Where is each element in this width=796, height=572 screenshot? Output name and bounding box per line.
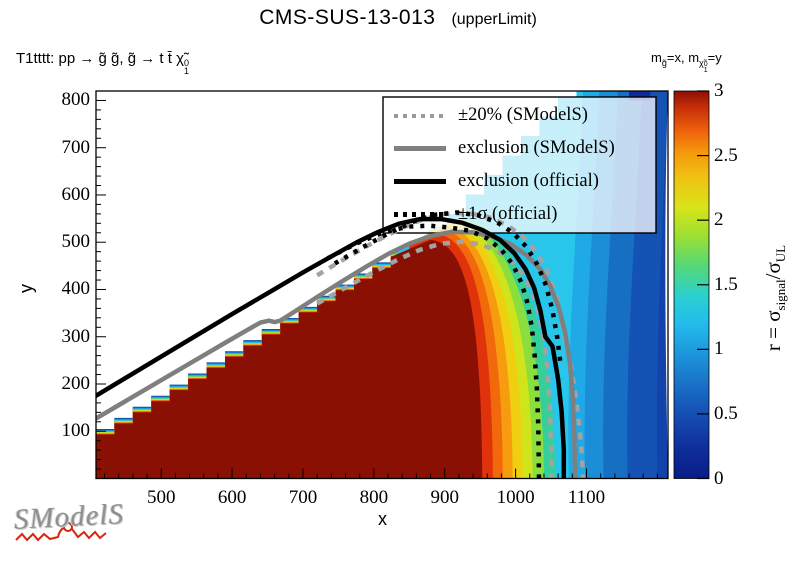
x-tick-label-700: 700 xyxy=(288,486,318,508)
mass-chi-sup: 0 xyxy=(703,61,708,68)
mass-m1: m xyxy=(651,50,662,65)
title-bar: CMS-SUS-13-013 (upperLimit) xyxy=(259,6,537,30)
mass-m2: m xyxy=(688,50,700,65)
colorbar-tick-label-0: 0 xyxy=(714,467,724,489)
colorbar-tick-label-3: 3 xyxy=(714,80,724,101)
curve-exclusion-official xyxy=(96,216,567,479)
page-subtitle: (upperLimit) xyxy=(451,11,537,28)
x-tick-label-600: 600 xyxy=(217,486,247,508)
y-tick-label-500: 500 xyxy=(61,231,91,253)
colorbar-tick-label-1.5: 1.5 xyxy=(714,273,738,295)
legend-label: exclusion (SModelS) xyxy=(458,138,615,158)
y-tick-label-600: 600 xyxy=(61,183,91,205)
legend-item-pm20: ±20% (SModelS) xyxy=(383,105,656,126)
y-tick-label-100: 100 xyxy=(61,420,91,442)
plot-frame xyxy=(95,90,669,480)
cb-sigma1: σ xyxy=(760,310,785,322)
black-solid-line-sample xyxy=(394,179,446,184)
colorbar-title: r = σsignal/σUL xyxy=(761,245,789,351)
page-title: CMS-SUS-13-013 xyxy=(259,6,436,29)
neutralino-sub: 1 xyxy=(183,66,189,76)
mass-chi-sub: 1 xyxy=(703,67,708,74)
x-tick-label-1100: 1100 xyxy=(567,486,606,508)
mass-eq1: =x, xyxy=(666,50,689,65)
arrow-glyph: → xyxy=(79,50,95,67)
arrow-glyph: → xyxy=(140,50,156,67)
process-prefix: T1tttt: pp xyxy=(16,50,80,67)
colorbar-tick-label-1: 1 xyxy=(714,338,724,360)
process-tops: t t̄ xyxy=(155,50,177,67)
curve-exclusion-smodels xyxy=(96,229,578,479)
legend-label: ±1σ (official) xyxy=(458,204,558,224)
y-tick-label-300: 300 xyxy=(61,325,91,347)
neutralino-sup: 0 xyxy=(183,58,189,68)
mass-eq2: =y xyxy=(707,50,722,65)
curve-pm20-low-smodels xyxy=(316,239,555,479)
watermark-squiggle xyxy=(15,522,107,542)
neutralino-symbol: χ̃ xyxy=(176,50,184,67)
legend-item-exclusion-official: exclusion (official) xyxy=(383,171,656,192)
axis-ticks xyxy=(96,90,658,479)
process-gluinos: g̃ g̃, g̃ xyxy=(94,50,141,67)
legend-backdrop xyxy=(382,96,657,234)
navy-cell xyxy=(629,91,651,101)
y-tick-label-200: 200 xyxy=(61,372,91,394)
cb-sub-signal: signal xyxy=(773,279,789,311)
gray-solid-line-sample xyxy=(394,146,446,151)
y-tick-label-400: 400 xyxy=(61,278,91,300)
smodels-watermark: SModelS xyxy=(13,498,125,536)
gray-dotted-line-sample xyxy=(394,113,446,118)
colorbar-tick-label-0.5: 0.5 xyxy=(714,402,738,424)
curve-pm1sigma-low-official xyxy=(326,223,542,479)
x-tick-label-1000: 1000 xyxy=(496,486,535,508)
x-tick-label-800: 800 xyxy=(359,486,389,508)
x-tick-label-500: 500 xyxy=(146,486,176,508)
cb-slash: / xyxy=(760,273,785,280)
cb-sigma2: σ xyxy=(760,262,785,274)
x-axis-title: x xyxy=(378,509,387,529)
cb-sub-ul: UL xyxy=(773,244,789,263)
legend-item-pm1sigma: ±1σ (official) xyxy=(383,204,656,225)
mass-chi: χ̃ xyxy=(699,58,704,68)
black-dotted-line-sample xyxy=(394,212,446,217)
y-tick-label-800: 800 xyxy=(61,89,91,111)
heat-band-r3 xyxy=(96,239,483,479)
mass-m1-sub: g̃ xyxy=(661,58,667,68)
legend-item-exclusion-smodels: exclusion (SModelS) xyxy=(383,138,656,159)
contour-curves xyxy=(96,210,586,479)
y-axis-title: y xyxy=(16,284,36,293)
legend-box: ±20% (SModelS) exclusion (SModelS) exclu… xyxy=(383,97,656,233)
colorbar-tick-label-2: 2 xyxy=(714,209,724,231)
cb-r: r = xyxy=(760,321,785,352)
x-tick-label-900: 900 xyxy=(430,486,459,508)
colorbar-tick-label-2.5: 2.5 xyxy=(714,144,738,166)
axis-definition-label: mg̃=x, mχ̃ 0 1 =y xyxy=(651,50,722,74)
legend-label: exclusion (official) xyxy=(458,171,599,191)
process-label: T1tttt: pp → g̃ g̃, g̃ → t t̄ χ̃ 0 1 xyxy=(16,50,189,76)
legend-label: ±20% (SModelS) xyxy=(458,105,588,125)
y-tick-label-700: 700 xyxy=(61,136,91,158)
